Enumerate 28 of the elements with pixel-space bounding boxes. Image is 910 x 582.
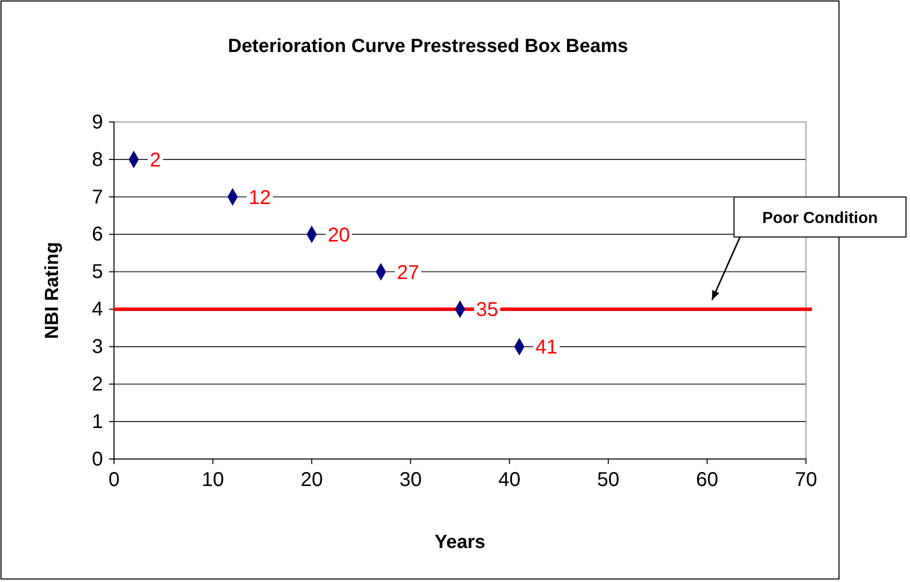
- y-tick-label: 8: [92, 148, 103, 171]
- x-tick-label: 30: [399, 469, 422, 492]
- chart-title: Deterioration Curve Prestressed Box Beams: [228, 36, 628, 57]
- annotation: 2: [150, 149, 161, 172]
- x-tick-label: 40: [498, 469, 521, 492]
- y-tick-label: 6: [92, 224, 103, 246]
- y-tick-label: 5: [92, 261, 103, 284]
- y-tick-label: 3: [92, 336, 103, 358]
- x-tick-label: 60: [696, 469, 718, 492]
- x-axis-title: Years: [434, 532, 486, 553]
- x-tick-label: 20: [300, 469, 323, 492]
- y-tick-label: 7: [92, 186, 103, 208]
- y-tick-label: 1: [92, 410, 103, 433]
- y-tick-label: 9: [92, 111, 103, 134]
- y-tick-label: 0: [92, 448, 103, 470]
- x-tick-label: 10: [202, 469, 224, 492]
- y-axis-title: NBI Rating: [42, 242, 63, 340]
- annotation: 12: [248, 186, 271, 209]
- annotation: 20: [328, 224, 350, 246]
- annotation: 41: [535, 336, 558, 359]
- annotation: 35: [476, 299, 498, 322]
- annotation: Poor Condition: [762, 210, 878, 227]
- y-tick-label: 4: [92, 298, 103, 321]
- x-tick-label: 0: [108, 469, 120, 492]
- x-tick-label: 50: [597, 469, 620, 492]
- x-tick-label: 70: [794, 469, 818, 492]
- y-tick-label: 2: [92, 374, 103, 396]
- annotation: 27: [396, 262, 420, 284]
